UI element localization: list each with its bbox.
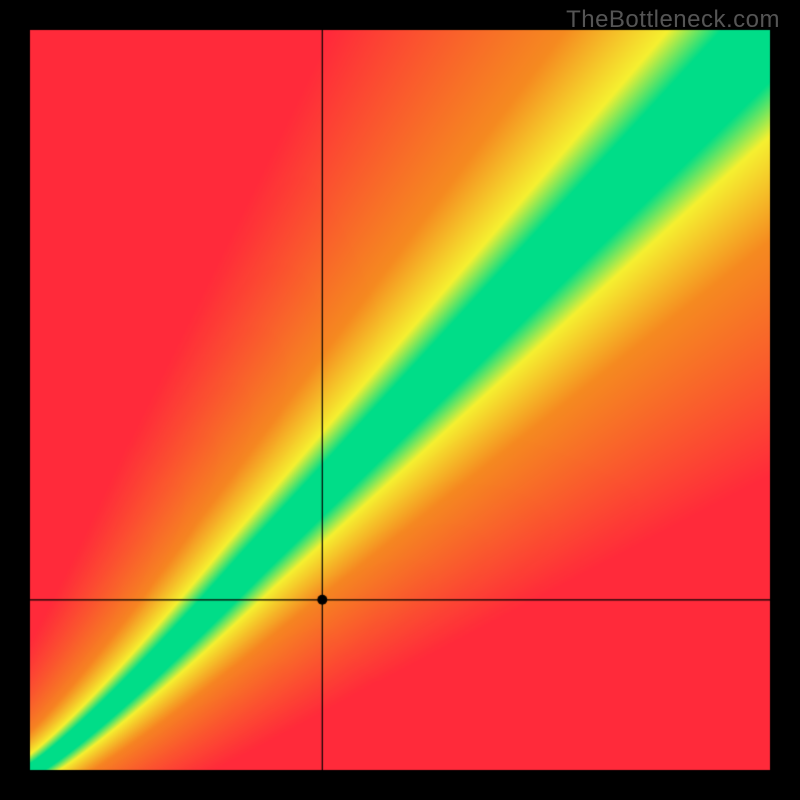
watermark-text: TheBottleneck.com	[566, 6, 780, 34]
bottleneck-heatmap	[0, 0, 800, 800]
